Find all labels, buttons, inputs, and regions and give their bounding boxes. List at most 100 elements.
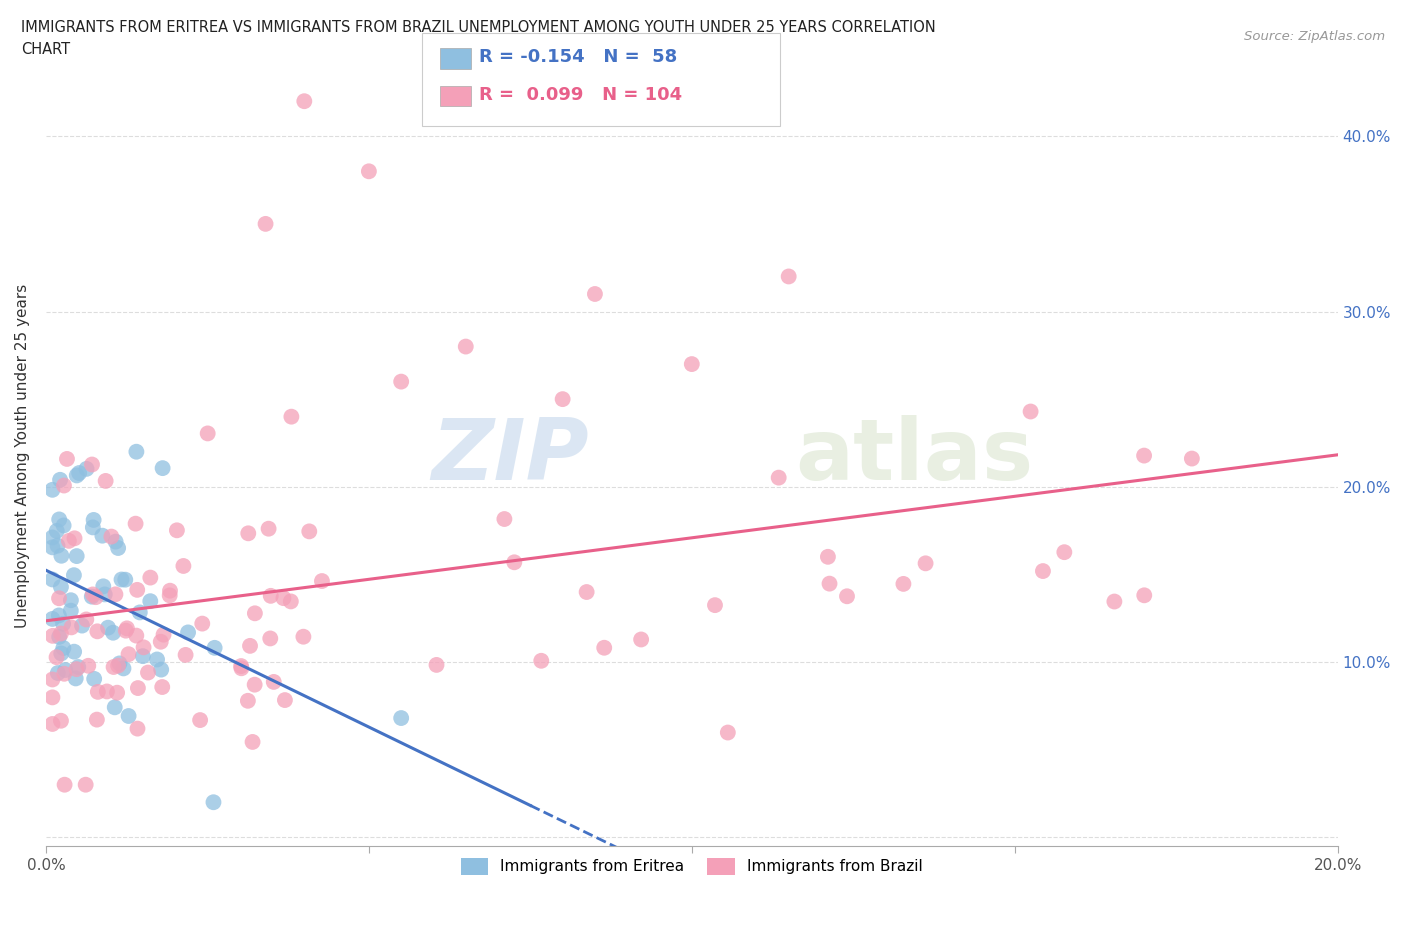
Point [172,559,194,574]
Point [51,646,73,661]
Point [132,640,155,655]
Point [152,460,174,475]
Point [48,512,70,527]
Point [117,646,139,661]
Legend: Immigrants from Eritrea, Immigrants from Brazil: Immigrants from Eritrea, Immigrants from… [454,852,929,882]
Point [46,538,69,553]
Point [243,677,266,692]
Point [104,534,127,549]
Point [159,588,181,603]
Point [389,711,412,725]
Point [66,468,89,483]
Point [191,617,214,631]
Point [681,356,703,371]
Point [551,392,574,406]
Point [41,530,63,545]
Point [1181,451,1204,466]
Point [238,525,260,540]
Point [132,649,155,664]
Point [280,594,302,609]
Point [1133,448,1156,463]
Point [103,659,125,674]
Point [127,681,149,696]
Point [197,426,219,441]
Point [110,572,132,587]
Text: atlas: atlas [796,415,1033,498]
Point [236,694,259,709]
Point [188,712,211,727]
Point [46,666,69,681]
Point [41,483,63,498]
Point [257,521,280,536]
Point [274,693,297,708]
Point [243,605,266,620]
Point [114,572,136,587]
Point [768,471,790,485]
Point [49,472,72,487]
Point [454,339,477,354]
Point [717,725,740,740]
Point [51,549,73,564]
Point [778,269,800,284]
Point [149,634,172,649]
Point [139,593,162,608]
Point [389,374,412,389]
Point [174,647,197,662]
Text: R =  0.099   N = 104: R = 0.099 N = 104 [479,86,682,103]
Point [66,549,89,564]
Point [83,671,105,686]
Point [150,680,173,695]
Point [166,523,188,538]
Point [425,658,447,672]
Point [41,612,63,627]
Point [593,641,616,656]
Text: Source: ZipAtlas.com: Source: ZipAtlas.com [1244,30,1385,43]
Point [260,589,283,604]
Point [128,605,150,620]
Point [630,632,652,647]
Point [704,598,727,613]
Point [41,716,63,731]
Point [52,641,75,656]
Point [58,534,80,549]
Point [53,662,76,677]
Point [94,473,117,488]
Point [75,612,97,627]
Point [503,555,526,570]
Point [125,445,148,459]
Point [231,661,253,676]
Text: IMMIGRANTS FROM ERITREA VS IMMIGRANTS FROM BRAZIL UNEMPLOYMENT AMONG YOUTH UNDER: IMMIGRANTS FROM ERITREA VS IMMIGRANTS FR… [21,20,936,35]
Point [893,577,915,591]
Point [818,577,841,591]
Point [311,574,333,589]
Point [115,621,138,636]
Point [124,516,146,531]
Point [82,587,104,602]
Point [80,457,103,472]
Point [263,674,285,689]
Point [280,409,302,424]
Point [575,585,598,600]
Point [1133,588,1156,603]
Point [105,685,128,700]
Point [83,512,105,527]
Point [86,624,108,639]
Point [112,661,135,676]
Point [52,478,75,493]
Point [63,531,86,546]
Point [108,656,131,671]
Point [87,684,110,699]
Point [48,608,70,623]
Point [53,777,76,792]
Point [49,579,72,594]
Point [86,712,108,727]
Point [292,94,315,109]
Point [114,623,136,638]
Point [152,627,174,642]
Point [125,628,148,643]
Point [104,587,127,602]
Point [97,620,120,635]
Point [136,665,159,680]
Point [1032,564,1054,578]
Point [52,617,75,631]
